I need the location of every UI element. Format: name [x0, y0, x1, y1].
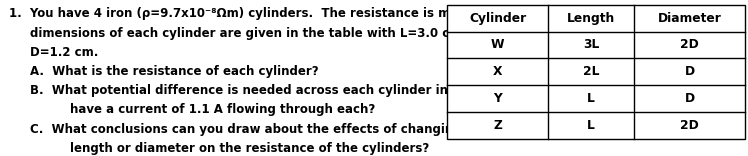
Text: D: D	[684, 65, 695, 78]
Text: Diameter: Diameter	[657, 12, 722, 25]
Text: Y: Y	[494, 92, 502, 105]
Text: length or diameter on the resistance of the cylinders?: length or diameter on the resistance of …	[70, 142, 429, 155]
Text: A.  What is the resistance of each cylinder?: A. What is the resistance of each cylind…	[30, 65, 319, 78]
Text: D: D	[684, 92, 695, 105]
Text: C.  What conclusions can you draw about the effects of changing the: C. What conclusions can you draw about t…	[30, 123, 488, 136]
Text: L: L	[587, 119, 595, 132]
Text: 1.  You have 4 iron (ρ=9.7x10⁻⁸Ωm) cylinders.  The resistance is measured betwee: 1. You have 4 iron (ρ=9.7x10⁻⁸Ωm) cylind…	[9, 7, 704, 20]
Text: X: X	[493, 65, 503, 78]
Text: 2D: 2D	[680, 38, 699, 51]
Text: 2L: 2L	[583, 65, 600, 78]
Text: have a current of 1.1 A flowing through each?: have a current of 1.1 A flowing through …	[70, 103, 375, 116]
Bar	[447, 5, 745, 139]
Text: W: W	[491, 38, 505, 51]
Text: Length: Length	[567, 12, 616, 25]
Text: Cylinder: Cylinder	[469, 12, 527, 25]
Text: 3L: 3L	[583, 38, 599, 51]
Text: L: L	[587, 92, 595, 105]
Text: 2D: 2D	[680, 119, 699, 132]
Text: B.  What potential difference is needed across each cylinder in order to: B. What potential difference is needed a…	[30, 84, 506, 97]
Text: D=1.2 cm.: D=1.2 cm.	[30, 46, 98, 59]
Text: Z: Z	[494, 119, 502, 132]
Text: dimensions of each cylinder are given in the table with L=3.0 cm and: dimensions of each cylinder are given in…	[30, 27, 490, 40]
